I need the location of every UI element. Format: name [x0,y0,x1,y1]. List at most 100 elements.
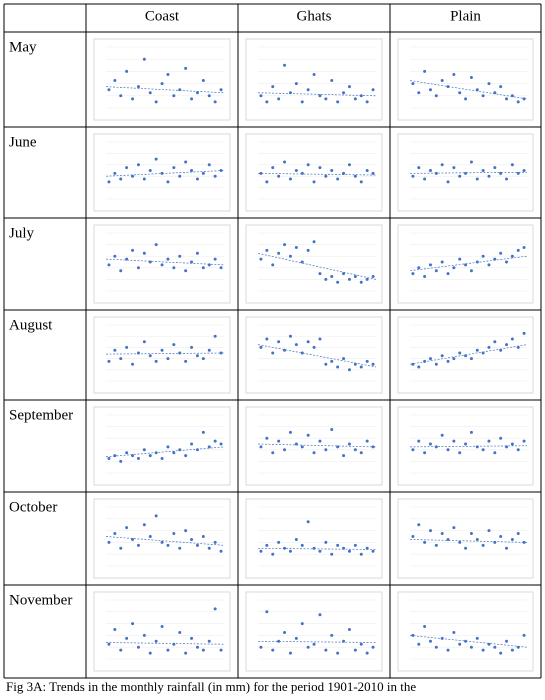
data-point [458,257,462,261]
data-point [487,174,491,178]
data-point [131,537,135,541]
data-point [154,359,158,363]
data-point [294,442,298,446]
data-point [365,546,369,550]
data-point [259,94,263,98]
data-point [154,639,158,643]
trend-line [105,170,225,177]
data-point [277,174,281,178]
data-point [353,448,357,452]
data-point [487,439,491,443]
data-point [166,445,170,449]
data-point [510,94,514,98]
data-point [283,63,287,67]
row-label: October [9,499,57,515]
data-point [213,607,217,611]
trend-line [409,255,528,272]
data-point [294,343,298,347]
data-point [481,448,485,452]
data-point [178,254,182,258]
data-point [423,275,427,278]
data-point [178,174,182,178]
data-point [493,166,497,170]
data-point [318,439,322,443]
data-point [464,442,468,446]
data-point [265,543,269,547]
data-point [428,639,432,643]
row-label: August [9,317,53,333]
data-point [142,448,146,452]
data-point [475,348,479,352]
data-point [166,648,170,652]
data-point [522,169,526,172]
data-point [428,357,432,361]
data-point [336,543,340,547]
data-point [428,263,432,267]
data-point [136,85,140,89]
data-point [213,439,217,443]
data-point [148,454,152,458]
data-point [440,532,444,536]
data-point [288,177,292,181]
data-point [458,174,462,178]
data-point [207,639,211,643]
data-point [353,174,357,178]
data-point [365,100,369,104]
data-point [312,642,316,646]
data-point [136,645,140,649]
data-point [423,540,427,544]
data-point [516,532,520,536]
data-point [499,348,503,352]
data-point [522,439,526,443]
data-point [190,169,194,172]
data-point [440,163,444,167]
data-point [271,85,275,89]
data-point [277,639,281,643]
data-point [125,345,129,349]
data-point [510,163,514,167]
data-point [259,257,263,261]
trend-line [409,80,528,100]
data-point [516,100,520,104]
data-point [324,97,328,101]
data-point [336,365,340,369]
data-point [136,543,140,547]
data-point [516,248,520,252]
data-point [107,88,111,92]
data-point [107,642,111,646]
data-point [365,439,369,443]
plot-frame [93,316,231,394]
data-point [434,445,438,449]
data-point [510,648,514,652]
data-point [201,79,205,83]
data-point [464,546,468,550]
data-point [277,340,281,344]
data-point [154,514,158,518]
data-point [119,269,123,273]
data-point [107,263,111,267]
data-point [213,257,217,261]
data-point [294,246,298,249]
data-point [283,630,287,634]
data-point [353,648,357,652]
data-point [294,169,298,172]
data-point [259,645,263,649]
data-point [487,345,491,349]
data-point [440,79,444,83]
data-point [201,648,205,652]
data-point [330,275,334,278]
data-point [142,57,146,61]
data-point [201,171,205,175]
data-point [371,549,375,553]
data-point [306,163,310,167]
data-point [283,348,287,352]
data-point [288,549,292,553]
data-point [207,94,211,98]
data-point [195,354,199,358]
data-point [219,648,223,652]
data-point [148,169,152,172]
data-point [516,448,520,452]
plot-frame [245,591,383,672]
data-point [342,546,346,550]
data-point [371,362,375,366]
